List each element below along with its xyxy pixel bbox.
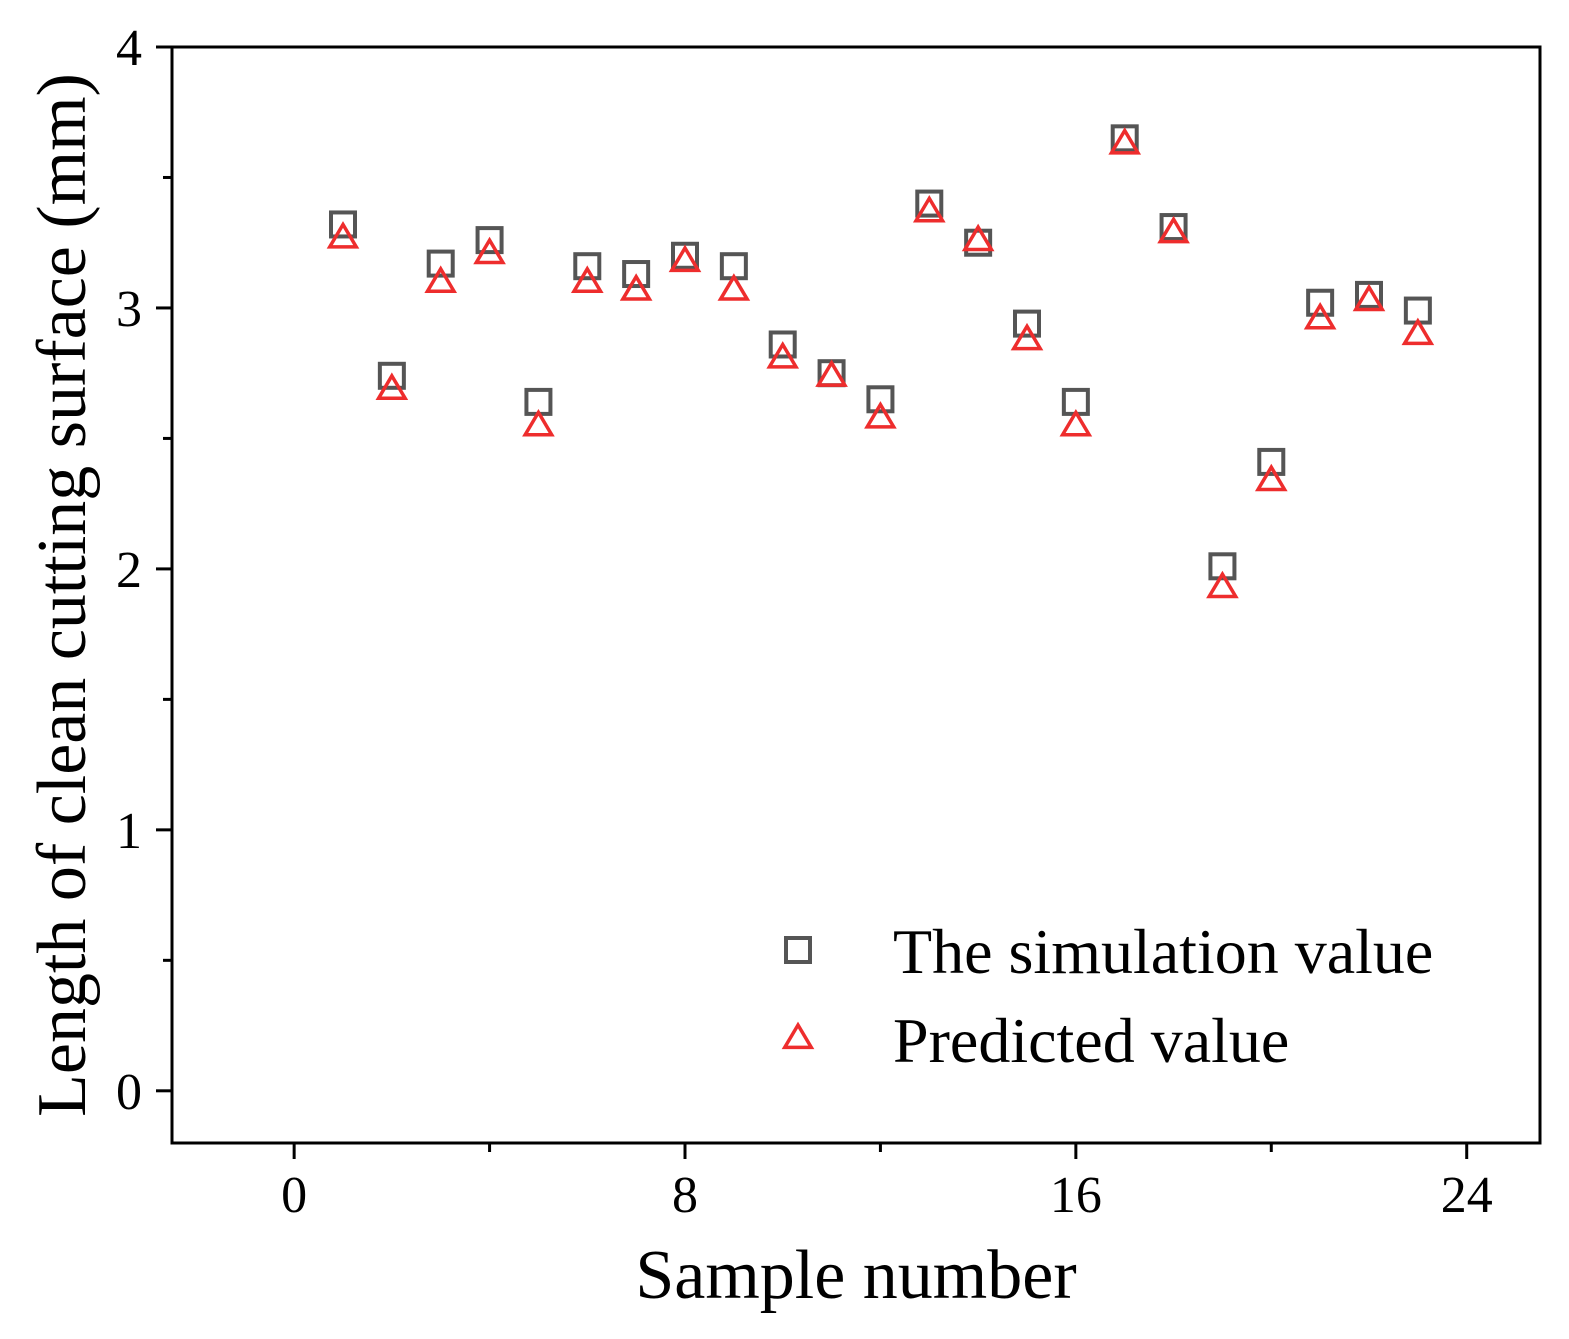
simulation-point: [1159, 213, 1188, 242]
predicted-point: [1010, 322, 1044, 351]
legend-label-simulation: The simulation value: [893, 916, 1433, 987]
predicted-point: [668, 244, 702, 273]
y-tick-label: 0: [116, 1064, 142, 1121]
simulation-point: [866, 385, 895, 414]
y-tick-label: 1: [116, 803, 142, 860]
simulation-point: [671, 241, 699, 270]
simulation-point: [1013, 309, 1041, 338]
x-tick-label: 16: [1050, 1167, 1102, 1224]
simulation-point: [964, 228, 993, 257]
predicted-point: [961, 223, 995, 252]
predicted-point: [473, 236, 506, 265]
legend-label-predicted: Predicted value: [893, 1005, 1289, 1076]
y-axis-title: Length of clean cutting surface (mm): [24, 73, 101, 1117]
predicted-point: [570, 265, 604, 293]
predicted-point: [1352, 283, 1386, 312]
x-axis: 0 8 16 24: [281, 1143, 1493, 1224]
predicted-point: [815, 359, 848, 387]
simulation-point: [573, 252, 602, 281]
simulation-point: [768, 330, 797, 359]
y-tick-label: 2: [116, 542, 142, 599]
predicted-point: [717, 273, 751, 301]
simulation-point: [915, 189, 944, 218]
x-axis-title: Sample number: [635, 1237, 1076, 1314]
predicted-point: [912, 194, 946, 223]
predicted-point: [424, 265, 458, 293]
x-tick-label: 8: [672, 1167, 698, 1224]
predicted-point: [619, 273, 653, 301]
simulation-point: [1355, 280, 1383, 309]
x-tick-label: 0: [281, 1167, 307, 1224]
y-axis: 0 1 2 3 4: [116, 20, 172, 1121]
predicted-point: [375, 372, 409, 400]
y-tick-label: 3: [116, 281, 142, 338]
x-tick-label: 24: [1441, 1167, 1493, 1224]
predicted-point: [766, 341, 800, 369]
legend-triangle-icon: [781, 1021, 815, 1050]
legend-markers: [781, 936, 815, 1050]
simulation-point: [1257, 447, 1286, 476]
simulation-point: [426, 249, 455, 278]
simulation-point: [1208, 552, 1237, 581]
simulation-point: [1110, 124, 1139, 153]
plot-frame: [170, 45, 1542, 1145]
y-tick-label: 4: [116, 20, 142, 77]
predicted-point: [1059, 408, 1093, 437]
simulation-point: [475, 226, 504, 255]
predicted-point: [1303, 301, 1337, 330]
predicted-point: [1254, 463, 1288, 492]
predicted-point: [864, 401, 897, 429]
predicted-point: [522, 408, 555, 437]
series-simulation: [329, 124, 1432, 581]
legend-square-icon: [784, 936, 812, 964]
simulation-point: [622, 260, 651, 289]
predicted-point: [1401, 317, 1435, 346]
predicted-point: [1206, 570, 1239, 599]
predicted-point: [326, 221, 360, 249]
data-series: [326, 124, 1435, 599]
predicted-point: [1108, 127, 1142, 155]
simulation-point: [1306, 288, 1335, 317]
predicted-point: [1157, 215, 1190, 244]
simulation-point: [377, 361, 406, 390]
legend: The simulation value Predicted value: [781, 916, 1433, 1076]
series-predicted: [326, 127, 1435, 599]
simulation-point: [329, 210, 357, 239]
